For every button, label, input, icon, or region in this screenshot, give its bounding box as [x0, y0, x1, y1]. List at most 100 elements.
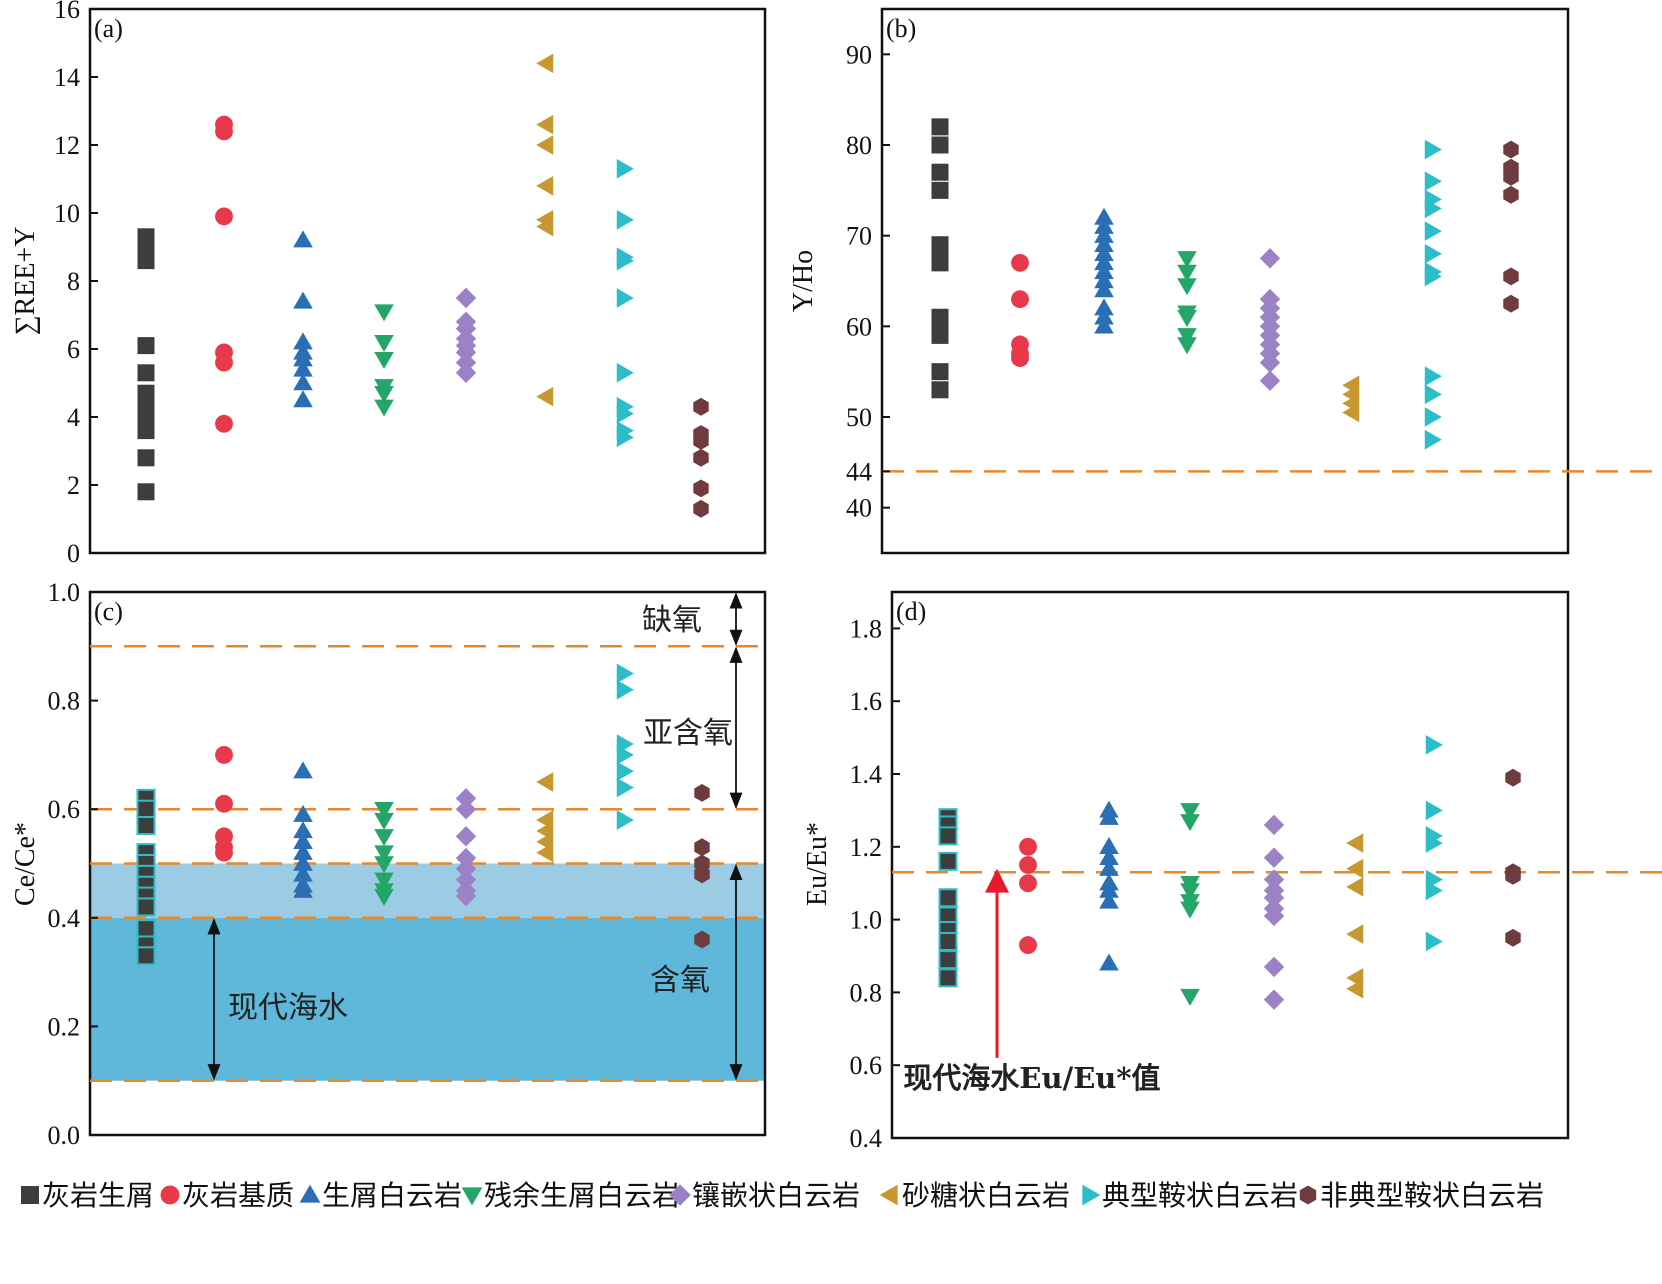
data-point — [616, 663, 634, 684]
y-axis-label: ∑REE+Y — [10, 227, 41, 336]
legend-label: 砂糖状白云岩 — [902, 1179, 1070, 1212]
data-point — [938, 826, 958, 846]
data-point — [137, 394, 155, 412]
data-point — [374, 845, 394, 863]
data-point — [293, 832, 313, 850]
y-tick-label: 14 — [54, 63, 80, 92]
data-point — [374, 304, 394, 322]
data-point — [616, 250, 634, 271]
y-axis-label: Y/Ho — [788, 250, 819, 312]
data-point — [1099, 807, 1119, 825]
data-point — [1094, 280, 1114, 298]
legend-item: 灰岩生屑 — [21, 1179, 154, 1212]
y-axis-label: Ce/Ce* — [10, 822, 41, 906]
data-point — [1505, 768, 1521, 787]
data-point — [1177, 264, 1197, 282]
legend-marker — [299, 1184, 321, 1203]
data-point — [1177, 251, 1197, 269]
data-point — [1019, 936, 1037, 955]
data-point — [1424, 198, 1442, 219]
data-point — [374, 856, 394, 874]
data-point — [1259, 352, 1281, 373]
data-point — [137, 483, 155, 501]
y-tick-label: 0 — [67, 539, 80, 568]
data-point — [215, 122, 233, 141]
data-point — [1094, 234, 1114, 252]
legend-item: 残余生屑白云岩 — [461, 1179, 680, 1212]
data-point — [374, 829, 394, 847]
data-point — [616, 427, 634, 448]
data-point — [616, 745, 634, 765]
data-point — [616, 210, 634, 230]
plot-frame — [88, 7, 767, 555]
data-point — [693, 431, 709, 450]
data-point — [1177, 337, 1197, 355]
panel-label: (a) — [94, 14, 123, 43]
data-point — [1503, 267, 1519, 286]
y-tick-label: 1.4 — [850, 760, 883, 789]
data-point — [137, 252, 155, 270]
data-point — [1011, 349, 1029, 367]
data-point — [1094, 244, 1114, 262]
data-point — [1019, 856, 1037, 874]
data-point — [374, 812, 394, 830]
data-point — [938, 888, 958, 908]
data-point — [1503, 167, 1519, 186]
panel-b: 40 44 50 60 70 80 90 Y/Ho (b) — [788, 7, 1662, 555]
data-point — [536, 176, 554, 196]
data-point — [1425, 880, 1443, 901]
data-point — [455, 858, 477, 880]
seawater-eu-label: 现代海水Eu/Eu*值 — [903, 1061, 1160, 1095]
data-point — [693, 479, 709, 498]
data-point — [1180, 901, 1200, 919]
data-point — [1011, 290, 1029, 309]
data-point — [1180, 814, 1200, 832]
legend-marker — [21, 1186, 39, 1204]
y-tick-label: 44 — [846, 457, 872, 486]
data-point — [215, 353, 233, 372]
data-point — [293, 880, 313, 898]
panel-label: (b) — [886, 14, 916, 43]
data-point — [215, 794, 233, 813]
data-point — [215, 414, 233, 433]
data-point — [136, 815, 156, 835]
data-point — [1342, 402, 1360, 423]
data-point — [1425, 833, 1443, 853]
data-point — [931, 118, 949, 136]
data-point — [455, 318, 477, 339]
anoxic-label: 缺氧 — [642, 603, 702, 638]
data-point — [1259, 248, 1281, 269]
data-point — [1094, 298, 1114, 316]
data-point — [616, 679, 634, 700]
data-point — [293, 842, 313, 860]
data-point — [938, 968, 958, 988]
data-point — [374, 399, 394, 417]
data-point — [455, 885, 477, 907]
legend-marker — [669, 1184, 691, 1206]
data-point — [616, 761, 634, 781]
plot-frame — [880, 7, 1570, 555]
legend-label: 典型鞍状白云岩 — [1102, 1179, 1298, 1212]
data-point — [1503, 140, 1519, 159]
data-point — [1180, 988, 1200, 1006]
data-point — [1263, 989, 1285, 1010]
data-point — [1094, 225, 1114, 243]
data-point — [693, 499, 709, 518]
y-tick-label: 1.2 — [850, 833, 883, 862]
data-point — [293, 390, 313, 408]
data-point — [137, 337, 155, 355]
data-point — [1094, 316, 1114, 334]
data-point — [1424, 244, 1442, 264]
data-point — [1099, 847, 1119, 865]
data-point — [1094, 253, 1114, 271]
data-point — [938, 950, 958, 970]
y-axis-label: Eu/Eu* — [802, 822, 833, 906]
data-point — [1099, 953, 1119, 971]
legend-marker — [461, 1187, 483, 1206]
data-point — [1424, 407, 1442, 427]
legend: 灰岩生屑 灰岩基质 生屑白云岩 残余生屑白云岩 镶嵌状白云岩 砂糖状白云岩 典型鞍状白云岩非… — [21, 1179, 1544, 1212]
y-tick-label: 80 — [846, 131, 872, 160]
data-point — [1505, 928, 1521, 947]
data-point — [616, 363, 634, 383]
legend-item: 典型鞍状白云岩 — [1082, 1179, 1298, 1212]
